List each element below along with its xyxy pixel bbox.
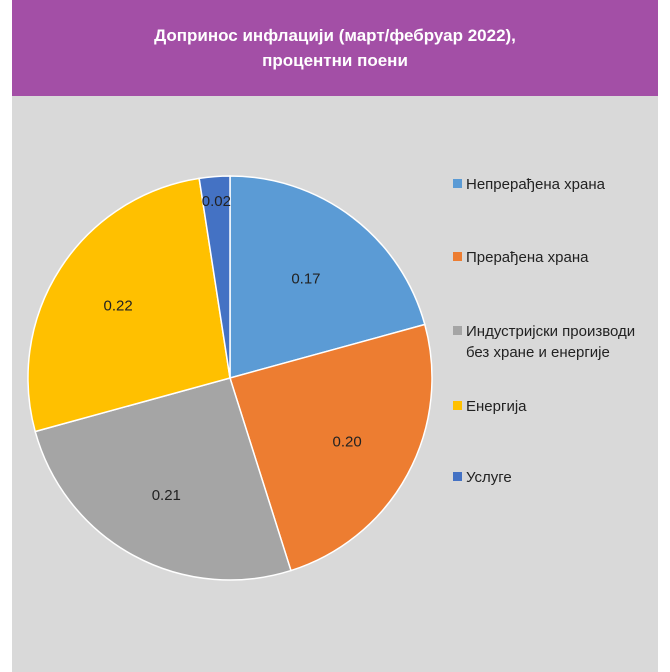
legend-label: Услуге: [466, 469, 512, 486]
legend-swatch: [453, 472, 462, 481]
legend-swatch: [453, 326, 462, 335]
pie-slice-energy: [27, 177, 231, 433]
legend-label: Индустријски производи без хране и енерг…: [466, 323, 636, 361]
pie-slice-processed-food: [229, 323, 433, 572]
data-label-unprocessed-food: 0.17: [291, 270, 320, 287]
pie-slice-unprocessed-food: [229, 175, 426, 379]
legend-swatch: [453, 401, 462, 410]
data-label-services: 0.02: [202, 193, 231, 210]
pie-chart: 0.17 0.20 0.21 0.22 0.02: [27, 175, 433, 581]
legend-label: Прерађена храна: [466, 249, 589, 266]
legend-item-industrial-goods: Индустријски производи без хране и енерг…: [453, 321, 663, 363]
data-label-processed-food: 0.20: [333, 434, 362, 451]
chart-title: Допринос инфлацији (март/фебруар 2022), …: [105, 23, 565, 73]
legend-item-services: Услуге: [453, 467, 663, 488]
legend-swatch: [453, 179, 462, 188]
chart-frame: Допринос инфлацији (март/фебруар 2022), …: [12, 0, 658, 672]
pie-slice-industrial-goods: [34, 377, 292, 581]
data-label-energy: 0.22: [103, 298, 132, 315]
chart-title-line-1: Допринос инфлацији (март/фебруар 2022),: [154, 26, 516, 45]
legend-item-energy: Енергија: [453, 396, 663, 417]
legend-item-unprocessed-food: Непрерађена храна: [453, 174, 663, 195]
chart-title-line-2: процентни поени: [262, 51, 408, 70]
legend-item-processed-food: Прерађена храна: [453, 247, 663, 268]
legend-label: Непрерађена храна: [466, 176, 605, 193]
legend-swatch: [453, 252, 462, 261]
pie-slice-services: [198, 175, 231, 379]
chart-title-bar: Допринос инфлацији (март/фебруар 2022), …: [12, 0, 658, 96]
legend-label: Енергија: [466, 398, 527, 415]
data-label-industrial-goods: 0.21: [152, 487, 181, 504]
